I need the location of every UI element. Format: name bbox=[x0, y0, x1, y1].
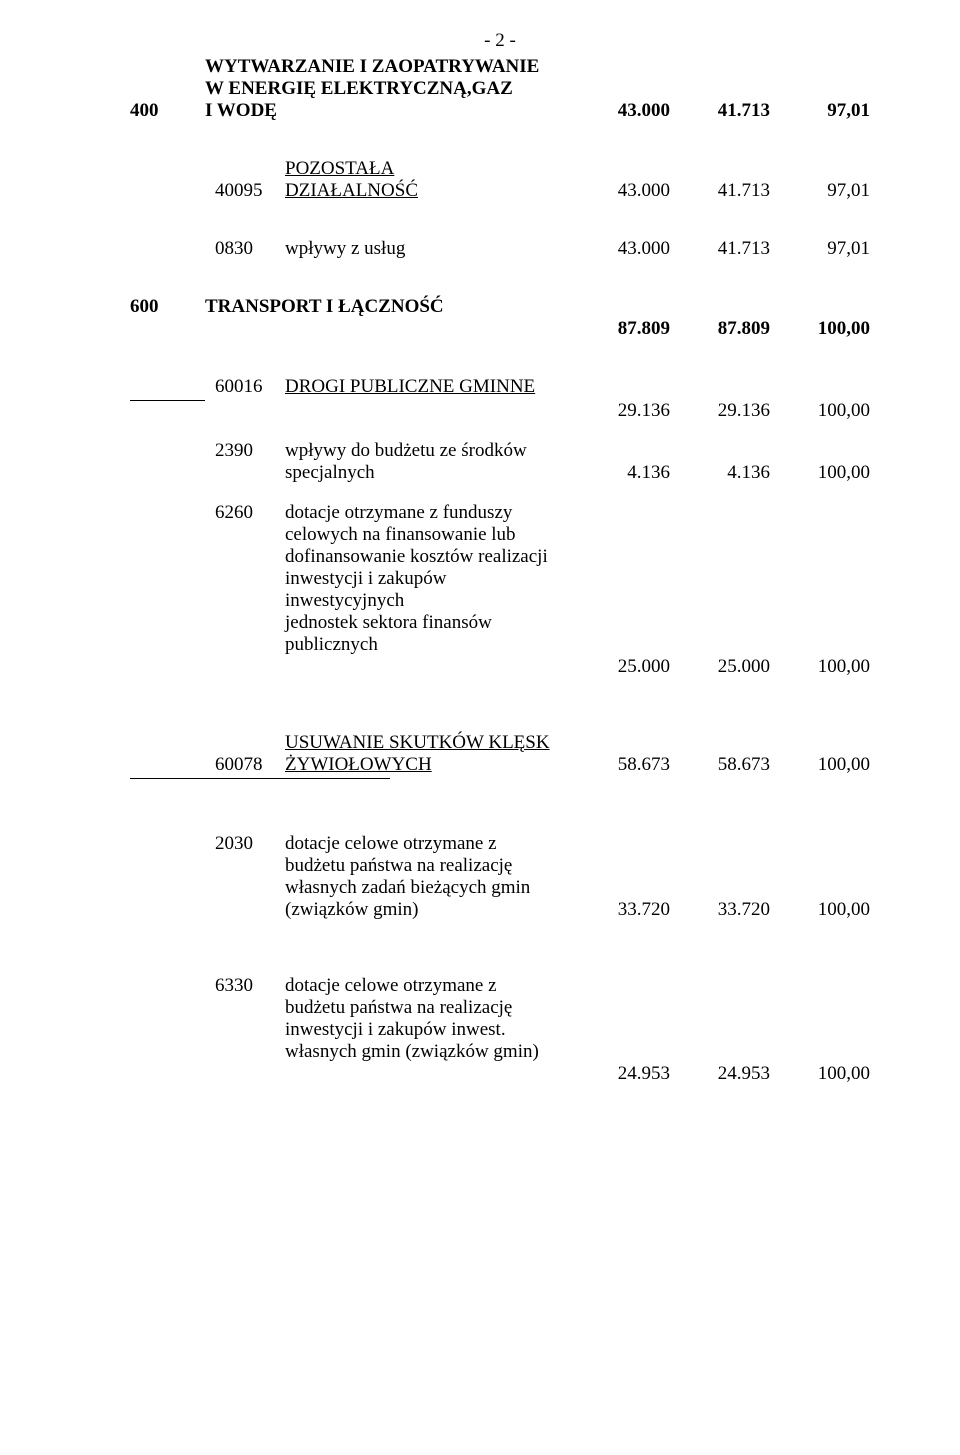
item-code: 6330 bbox=[215, 975, 285, 997]
value-col: 100,00 bbox=[770, 1063, 870, 1085]
value-col: 97,01 bbox=[770, 100, 870, 122]
item-0830: 0830 wpływy z usług 43.000 41.713 97,01 bbox=[130, 238, 870, 260]
item-label: wpływy z usług bbox=[285, 238, 570, 260]
value-col: 100,00 bbox=[770, 899, 870, 921]
item-label-line: dotacje celowe otrzymane z bbox=[285, 975, 570, 997]
value-col: 43.000 bbox=[570, 180, 670, 202]
section-title-line: W ENERGIĘ ELEKTRYCZNĄ,GAZ bbox=[205, 78, 570, 100]
subsection-code: 60078 bbox=[215, 754, 285, 776]
value-col: 100,00 bbox=[770, 318, 870, 340]
value-col: 43.000 bbox=[570, 238, 670, 260]
item-label-line: (związków gmin) bbox=[285, 899, 570, 921]
value-col: 87.809 bbox=[670, 318, 770, 340]
value-col: 97,01 bbox=[770, 238, 870, 260]
subsection-60016-values: 29.136 29.136 100,00 bbox=[130, 400, 870, 422]
subsection-code: 40095 bbox=[215, 180, 285, 202]
value-col: 25.000 bbox=[570, 656, 670, 678]
section-title-line: I WODĘ bbox=[205, 100, 570, 122]
value-col: 33.720 bbox=[570, 899, 670, 921]
value-col: 58.673 bbox=[570, 754, 670, 776]
subsection-60078: 60078 USUWANIE SKUTKÓW KLĘSK ŻYWIOŁOWYCH… bbox=[130, 732, 870, 776]
value-col: 24.953 bbox=[670, 1063, 770, 1085]
item-label-line: inwestycji i zakupów inwest. bbox=[285, 1019, 570, 1041]
value-col: 58.673 bbox=[670, 754, 770, 776]
value-col: 41.713 bbox=[670, 100, 770, 122]
subsection-title-line: ŻYWIOŁOWYCH bbox=[285, 754, 564, 776]
item-6330: 6330 dotacje celowe otrzymane z budżetu … bbox=[130, 975, 870, 1085]
subsection-code: 60016 bbox=[215, 376, 285, 398]
subsection-40095: 40095 POZOSTAŁA DZIAŁALNOŚĆ 43.000 41.71… bbox=[130, 158, 870, 202]
section-400: 400 WYTWARZANIE I ZAOPATRYWANIE W ENERGI… bbox=[130, 56, 870, 122]
section-code: 400 bbox=[130, 100, 205, 122]
item-code: 6260 bbox=[215, 502, 285, 524]
value-col: 100,00 bbox=[770, 462, 870, 484]
item-6260: 6260 dotacje otrzymane z funduszy celowy… bbox=[130, 502, 870, 678]
item-label-line: dotacje celowe otrzymane z bbox=[285, 833, 570, 855]
value-col: 100,00 bbox=[770, 400, 870, 422]
section-600-values: 87.809 87.809 100,00 bbox=[130, 318, 870, 340]
item-label-line: wpływy do budżetu ze środków bbox=[285, 440, 570, 462]
subsection-title-line: DZIAŁALNOŚĆ bbox=[285, 180, 564, 202]
value-col: 41.713 bbox=[670, 238, 770, 260]
item-label-line: budżetu państwa na realizację bbox=[285, 855, 570, 877]
subsection-title-line: USUWANIE SKUTKÓW KLĘSK bbox=[285, 732, 564, 754]
subsection-title: DROGI PUBLICZNE GMINNE bbox=[285, 376, 570, 398]
item-label-line: jednostek sektora finansów publicznych bbox=[285, 612, 570, 656]
item-label-line: dotacje otrzymane z funduszy bbox=[285, 502, 570, 524]
item-label-line: inwestycji i zakupów inwestycyjnych bbox=[285, 568, 570, 612]
item-code: 0830 bbox=[215, 238, 285, 260]
item-label-line: specjalnych bbox=[285, 462, 570, 484]
value-col: 25.000 bbox=[670, 656, 770, 678]
value-col: 97,01 bbox=[770, 180, 870, 202]
section-title-line: WYTWARZANIE I ZAOPATRYWANIE bbox=[205, 56, 570, 78]
value-col: 100,00 bbox=[770, 656, 870, 678]
value-col: 33.720 bbox=[670, 899, 770, 921]
item-label-line: własnych zadań bieżących gmin bbox=[285, 877, 570, 899]
page-number: - 2 - bbox=[130, 30, 870, 52]
item-code: 2030 bbox=[215, 833, 285, 855]
item-label-line: własnych gmin (związków gmin) bbox=[285, 1041, 570, 1063]
value-col: 43.000 bbox=[570, 100, 670, 122]
value-col: 29.136 bbox=[570, 400, 670, 422]
section-title: TRANSPORT I ŁĄCZNOŚĆ bbox=[205, 296, 570, 318]
value-col: 41.713 bbox=[670, 180, 770, 202]
value-col: 24.953 bbox=[570, 1063, 670, 1085]
item-2030: 2030 dotacje celowe otrzymane z budżetu … bbox=[130, 833, 870, 921]
item-label-line: budżetu państwa na realizację bbox=[285, 997, 570, 1019]
value-col: 4.136 bbox=[670, 462, 770, 484]
item-label-line: celowych na finansowanie lub bbox=[285, 524, 570, 546]
section-code: 600 bbox=[130, 296, 205, 318]
value-col: 100,00 bbox=[770, 754, 870, 776]
value-col: 87.809 bbox=[570, 318, 670, 340]
value-col: 4.136 bbox=[570, 462, 670, 484]
item-2390: 2390 wpływy do budżetu ze środków specja… bbox=[130, 440, 870, 484]
value-col: 29.136 bbox=[670, 400, 770, 422]
subsection-title-line: POZOSTAŁA bbox=[285, 158, 564, 180]
section-600: 600 TRANSPORT I ŁĄCZNOŚĆ bbox=[130, 296, 870, 318]
subsection-60016: 60016 DROGI PUBLICZNE GMINNE bbox=[130, 376, 870, 398]
item-label-line: dofinansowanie kosztów realizacji bbox=[285, 546, 570, 568]
item-code: 2390 bbox=[215, 440, 285, 462]
